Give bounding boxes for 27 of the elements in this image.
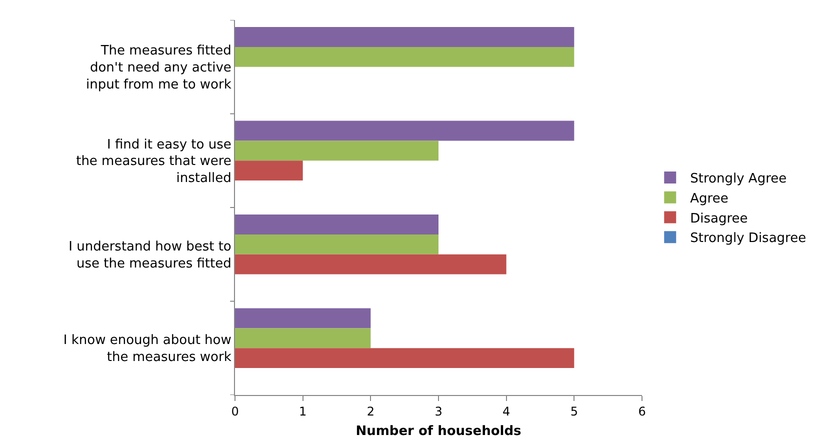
bar <box>235 46 574 67</box>
bar <box>235 348 574 368</box>
bar <box>235 214 438 234</box>
x-tick-label: 1 <box>299 404 307 418</box>
bar <box>235 27 574 47</box>
bar <box>235 234 438 254</box>
legend-label: Disagree <box>690 211 748 226</box>
y-tick-label: I know enough about how the measures work <box>63 333 232 366</box>
legend-label: Strongly Agree <box>690 172 787 187</box>
x-tick-label: 4 <box>502 404 510 418</box>
y-tick-label: The measures fitted don't need any active input from me to work <box>86 44 232 92</box>
bar <box>235 254 506 274</box>
x-axis-title: Number of households <box>356 424 522 439</box>
bar <box>235 308 371 328</box>
bar <box>235 328 371 348</box>
x-tick-label: 0 <box>231 404 239 418</box>
bar <box>235 120 574 141</box>
x-tick-label: 6 <box>638 404 646 418</box>
x-tick-label: 2 <box>366 404 374 418</box>
x-tick-label: 3 <box>434 404 442 418</box>
bar <box>235 140 438 161</box>
y-tick-label: I understand how best to use the measures fitted <box>68 239 232 272</box>
legend-label: Strongly Disagree <box>690 231 806 246</box>
legend-label: Agree <box>690 191 728 206</box>
bar <box>235 160 303 181</box>
y-tick-label: I find it easy to use the measures that were installed <box>76 137 232 186</box>
x-tick-label: 5 <box>570 404 578 418</box>
